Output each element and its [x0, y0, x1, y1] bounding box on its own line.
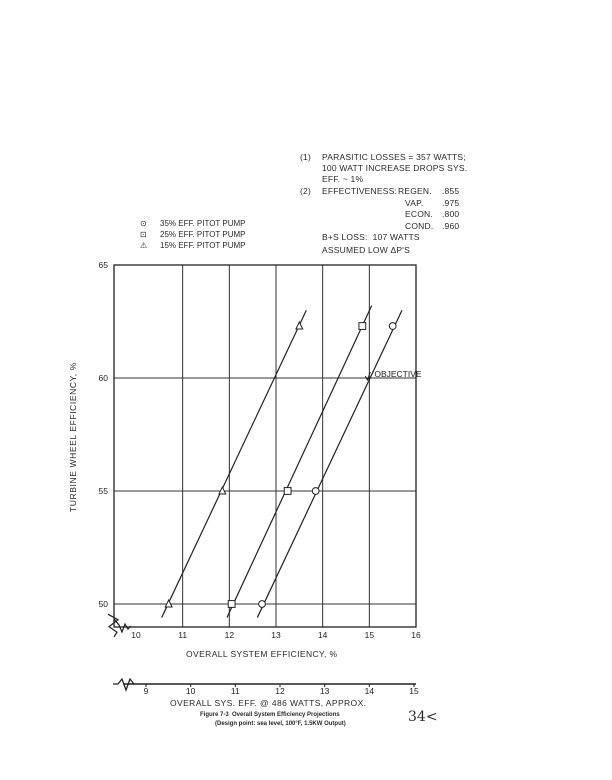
y-tick-label: 60 — [99, 373, 109, 383]
x-tick-label: 15 — [365, 630, 375, 640]
legend-symbol: ⚠ — [140, 241, 148, 250]
effectiveness-value: .800 — [442, 209, 460, 219]
y-tick-label: 55 — [99, 486, 109, 496]
objective-arrowhead-icon — [364, 375, 371, 381]
effectiveness-value: .975 — [442, 197, 460, 208]
figure-caption-line-1: Figure 7-3 Overall System Efficiency Pro… — [200, 712, 340, 718]
secondary-axis-break-icon — [113, 677, 135, 692]
series-line — [226, 305, 373, 618]
secondary-axis-tick-label: 11 — [231, 686, 240, 696]
secondary-axis-tick-label: 15 — [409, 686, 419, 696]
legend-label: 25% EFF. PITOT PUMP — [160, 230, 246, 239]
note-1-line-1: PARASITIC LOSSES = 357 WATTS; — [322, 152, 466, 162]
effectiveness-value: .960 — [442, 220, 460, 231]
grid — [114, 265, 416, 627]
secondary-axis-tick-label: 10 — [186, 686, 196, 696]
x-tick-label: 12 — [225, 630, 235, 640]
x-tick-label: 11 — [178, 630, 187, 640]
secondary-axis-tick-label: 13 — [320, 686, 330, 696]
secondary-axis-tick-label: 12 — [275, 686, 285, 696]
effectiveness-label: REGEN. — [398, 186, 432, 196]
series-group — [161, 305, 403, 618]
data-point-triangle — [218, 485, 227, 495]
page-number: 34< — [408, 709, 438, 725]
bs-loss-note: B+S LOSS: 107 WATTS — [322, 232, 420, 242]
note-2-number: (2) — [300, 186, 311, 196]
series-line — [161, 309, 307, 618]
effectiveness-label: VAP. — [405, 197, 424, 208]
assumed-note: ASSUMED LOW ΔP'S — [322, 245, 410, 255]
secondary-axis-tick-label: 9 — [144, 686, 149, 696]
y-tick-label: 65 — [99, 260, 109, 270]
objective-arrow — [366, 371, 371, 381]
x-axis-break-icon — [113, 618, 132, 634]
plot-border — [113, 264, 417, 628]
y-tick-label: 50 — [99, 599, 109, 609]
y-axis-break-icon — [107, 613, 120, 638]
secondary-axis-label: OVERALL SYS. EFF. @ 486 WATTS, APPROX. — [170, 698, 367, 708]
legend-symbol: ⊡ — [140, 230, 147, 239]
x-tick-label: 14 — [318, 630, 328, 640]
series-line — [256, 309, 403, 618]
y-axis-label: TURBINE WHEEL EFFICIENCY, % — [68, 362, 78, 512]
data-point-square — [283, 487, 292, 495]
data-point-triangle — [164, 598, 173, 608]
annotation-group: OBJECTIVE — [364, 369, 422, 381]
secondary-axis: 9 10 11 12 13 14 15 — [113, 677, 419, 696]
tick-labels: 10 11 12 13 14 15 16 50 55 60 65 — [99, 260, 421, 640]
data-point-circle — [311, 487, 320, 495]
note-1-line-3: EFF. ~ 1% — [322, 174, 364, 184]
effectiveness-label: COND. — [405, 220, 434, 231]
x-tick-label: 10 — [131, 630, 141, 640]
note-1-line-2: 100 WATT INCREASE DROPS SYS. — [322, 163, 468, 173]
x-axis-label: OVERALL SYSTEM EFFICIENCY, % — [186, 649, 338, 659]
note-1-number: (1) — [300, 152, 311, 162]
x-tick-label: 13 — [271, 630, 281, 640]
data-point-square — [358, 322, 367, 330]
effectiveness-value: .855 — [442, 186, 460, 196]
plot-frame — [107, 264, 417, 638]
legend-label: 35% EFF. PITOT PUMP — [160, 219, 246, 228]
x-tick-label: 16 — [411, 630, 421, 640]
note-2-heading: EFFECTIVENESS: — [322, 186, 398, 196]
figure-caption-line-2: (Design point: sea level, 100°F, 1.5KW O… — [215, 721, 346, 727]
data-point-triangle — [295, 320, 304, 330]
secondary-axis-tick-label: 14 — [365, 686, 375, 696]
data-point-circle — [388, 322, 397, 330]
data-point-square — [227, 600, 236, 608]
data-point-circle — [258, 600, 266, 608]
legend-symbol: ⊙ — [140, 219, 147, 228]
effectiveness-label: ECON. — [405, 209, 433, 219]
legend-label: 15% EFF. PITOT PUMP — [160, 241, 246, 250]
objective-label: OBJECTIVE — [374, 369, 422, 379]
